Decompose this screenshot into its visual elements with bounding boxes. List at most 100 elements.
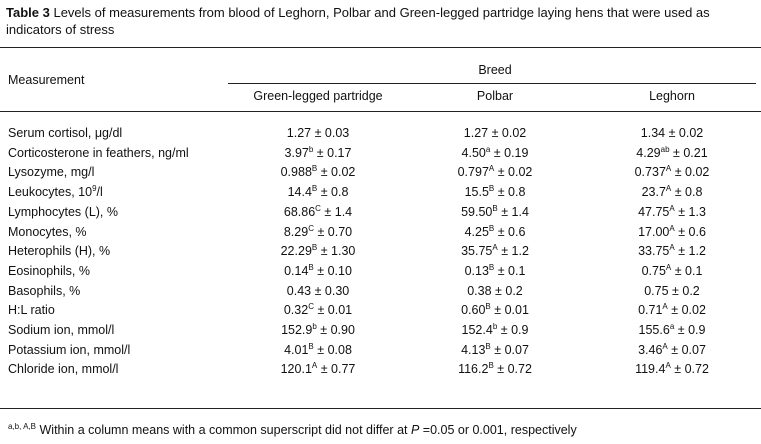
text-segment: 1.34 ± 0.02 — [640, 126, 704, 140]
text-segment: Basophils, % — [8, 283, 81, 298]
superscript: A — [311, 361, 318, 371]
value-cell: 119.4A ± 0.72 — [582, 362, 761, 377]
superscript: a — [485, 144, 491, 154]
superscript: B — [488, 223, 495, 233]
text-segment: 0.75 — [641, 263, 666, 278]
value-cell: 0.988B ± 0.02 — [228, 165, 408, 180]
text-segment: ± 0.19 — [490, 145, 529, 160]
text-segment: 22.29 — [280, 244, 312, 259]
rule-header — [0, 111, 761, 112]
column-header: Polbar — [476, 89, 514, 103]
column-header: Green-legged partridge — [253, 89, 383, 103]
text-segment: 1.27 ± 0.03 — [286, 126, 350, 140]
text-segment: ± 0.8 — [671, 185, 703, 200]
text-segment: ± 0.02 — [317, 165, 356, 180]
text-segment: Monocytes, % — [8, 224, 87, 239]
table-row: Sodium ion, mmol/l 152.9b ± 0.90 152.4b ± … — [0, 323, 761, 342]
text-segment: 17.00 — [638, 224, 670, 239]
text-segment: =0.05 or 0.001, respectively — [419, 423, 577, 437]
superscript: C — [308, 223, 314, 233]
value-cell: 1.34 ± 0.02 — [582, 126, 761, 140]
value-cell: 23.7A ± 0.8 — [582, 185, 761, 200]
text-segment: ± 1.3 — [674, 204, 706, 219]
text-segment: Within a column means with a common supe… — [36, 423, 411, 437]
superscript: b — [492, 322, 498, 331]
superscript: A — [665, 262, 672, 272]
value-cell: 0.71A ± 0.02 — [582, 303, 761, 318]
value-cell: 59.50B ± 1.4 — [405, 203, 585, 219]
text-segment: Sodium ion, mmol/l — [8, 323, 115, 337]
text-segment: ± 0.07 — [667, 342, 706, 357]
text-segment: Corticosterone in feathers, ng/ml — [8, 145, 189, 160]
value-cell: 0.43 ± 0.30 — [228, 284, 408, 298]
text-segment: Lymphocytes (L), % — [8, 204, 118, 219]
text-segment: 0.14 — [284, 263, 309, 278]
value-cell: 116.2B ± 0.72 — [405, 362, 585, 377]
value-cell: 17.00A ± 0.6 — [582, 224, 761, 239]
table-row: Basophils, % 0.43 ± 0.30 0.38 ± 0.2 0.75 ± … — [0, 284, 761, 303]
text-segment: ± 0.8 — [317, 185, 349, 200]
text-segment: 4.25 — [464, 224, 489, 239]
measurement-cell: Leukocytes, 109/l — [8, 185, 103, 200]
text-segment: 119.4 — [635, 362, 666, 377]
text-segment: ± 0.10 — [313, 263, 352, 278]
text-segment: ± 0.77 — [317, 362, 356, 377]
measurement-cell: Serum cortisol, μg/dl — [8, 126, 122, 140]
text-segment: 152.4 — [461, 323, 493, 337]
text-segment: 116.2 — [458, 362, 489, 377]
table-row: Heterophils (H), % 22.29B ± 1.30 35.75A ± … — [0, 244, 761, 263]
caption-text: Levels of measurements from blood of Leg… — [6, 5, 710, 37]
text-segment: ± 0.01 — [313, 303, 353, 318]
value-cell: 33.75A ± 1.2 — [582, 243, 761, 259]
superscript: B — [488, 184, 495, 194]
text-segment: ± 0.6 — [674, 224, 706, 239]
text-segment: 33.75 — [638, 244, 670, 259]
value-cell: 120.1A ± 0.77 — [228, 361, 408, 377]
value-cell: 0.13B ± 0.1 — [405, 263, 585, 278]
value-cell: 4.25B ± 0.6 — [405, 223, 585, 239]
superscript: A — [662, 341, 668, 351]
text-segment: ± 0.6 — [494, 224, 526, 239]
text-segment: 14.4 — [287, 185, 312, 200]
measurement-cell: Basophils, % — [8, 284, 80, 298]
text-segment: 23.7 — [641, 185, 666, 200]
table-row: Potassium ion, mmol/l 4.01B ± 0.08 4.13B ±… — [0, 341, 761, 362]
measurement-cell: Corticosterone in feathers, ng/ml — [8, 146, 189, 160]
text-segment: ± 0.02 — [671, 165, 710, 180]
text-segment: Potassium ion, mmol/l — [8, 342, 131, 357]
text-segment: H:L ratio — [8, 303, 55, 318]
superscript: B — [492, 203, 498, 213]
value-cell: 3.97b ± 0.17 — [228, 145, 408, 160]
value-cell: 0.75 ± 0.2 — [582, 284, 761, 298]
text-segment: ± 0.1 — [494, 263, 526, 278]
text-segment: ± 0.72 — [493, 362, 532, 377]
value-cell: 35.75A ± 1.2 — [405, 244, 585, 259]
value-cell: 0.737A ± 0.02 — [582, 165, 761, 180]
value-cell: 1.27 ± 0.03 — [228, 126, 408, 140]
measurement-cell: H:L ratio — [8, 303, 55, 317]
text-segment: ± 0.9 — [674, 323, 706, 337]
rule-bottom — [0, 408, 761, 409]
breed-header: Breed — [478, 63, 512, 77]
text-segment: ± 0.8 — [494, 185, 526, 200]
text-segment: ± 0.07 — [490, 342, 529, 357]
text-segment: Eosinophils, % — [8, 263, 90, 278]
table-caption: Table 3 Levels of measurements from bloo… — [6, 4, 751, 38]
text-segment: 4.29 — [636, 145, 661, 160]
value-cell: 8.29C ± 0.70 — [228, 223, 408, 239]
value-cell: 1.27 ± 0.02 — [405, 126, 585, 140]
text-segment: ± 0.72 — [670, 362, 709, 377]
superscript: a — [669, 322, 675, 331]
text-segment: ± 1.2 — [674, 244, 706, 259]
rule-breed — [228, 83, 756, 84]
text-segment: 0.60 — [461, 303, 486, 318]
value-cell: 0.60B ± 0.01 — [405, 303, 585, 318]
superscript: C — [315, 203, 321, 213]
text-segment: ± 0.9 — [497, 323, 529, 337]
value-cell: 0.32C ± 0.01 — [228, 303, 408, 318]
table-label: Table 3 — [6, 5, 50, 20]
text-segment: 15.5 — [464, 185, 489, 200]
superscript: A — [669, 243, 675, 253]
measurement-header: Measurement — [8, 73, 85, 87]
